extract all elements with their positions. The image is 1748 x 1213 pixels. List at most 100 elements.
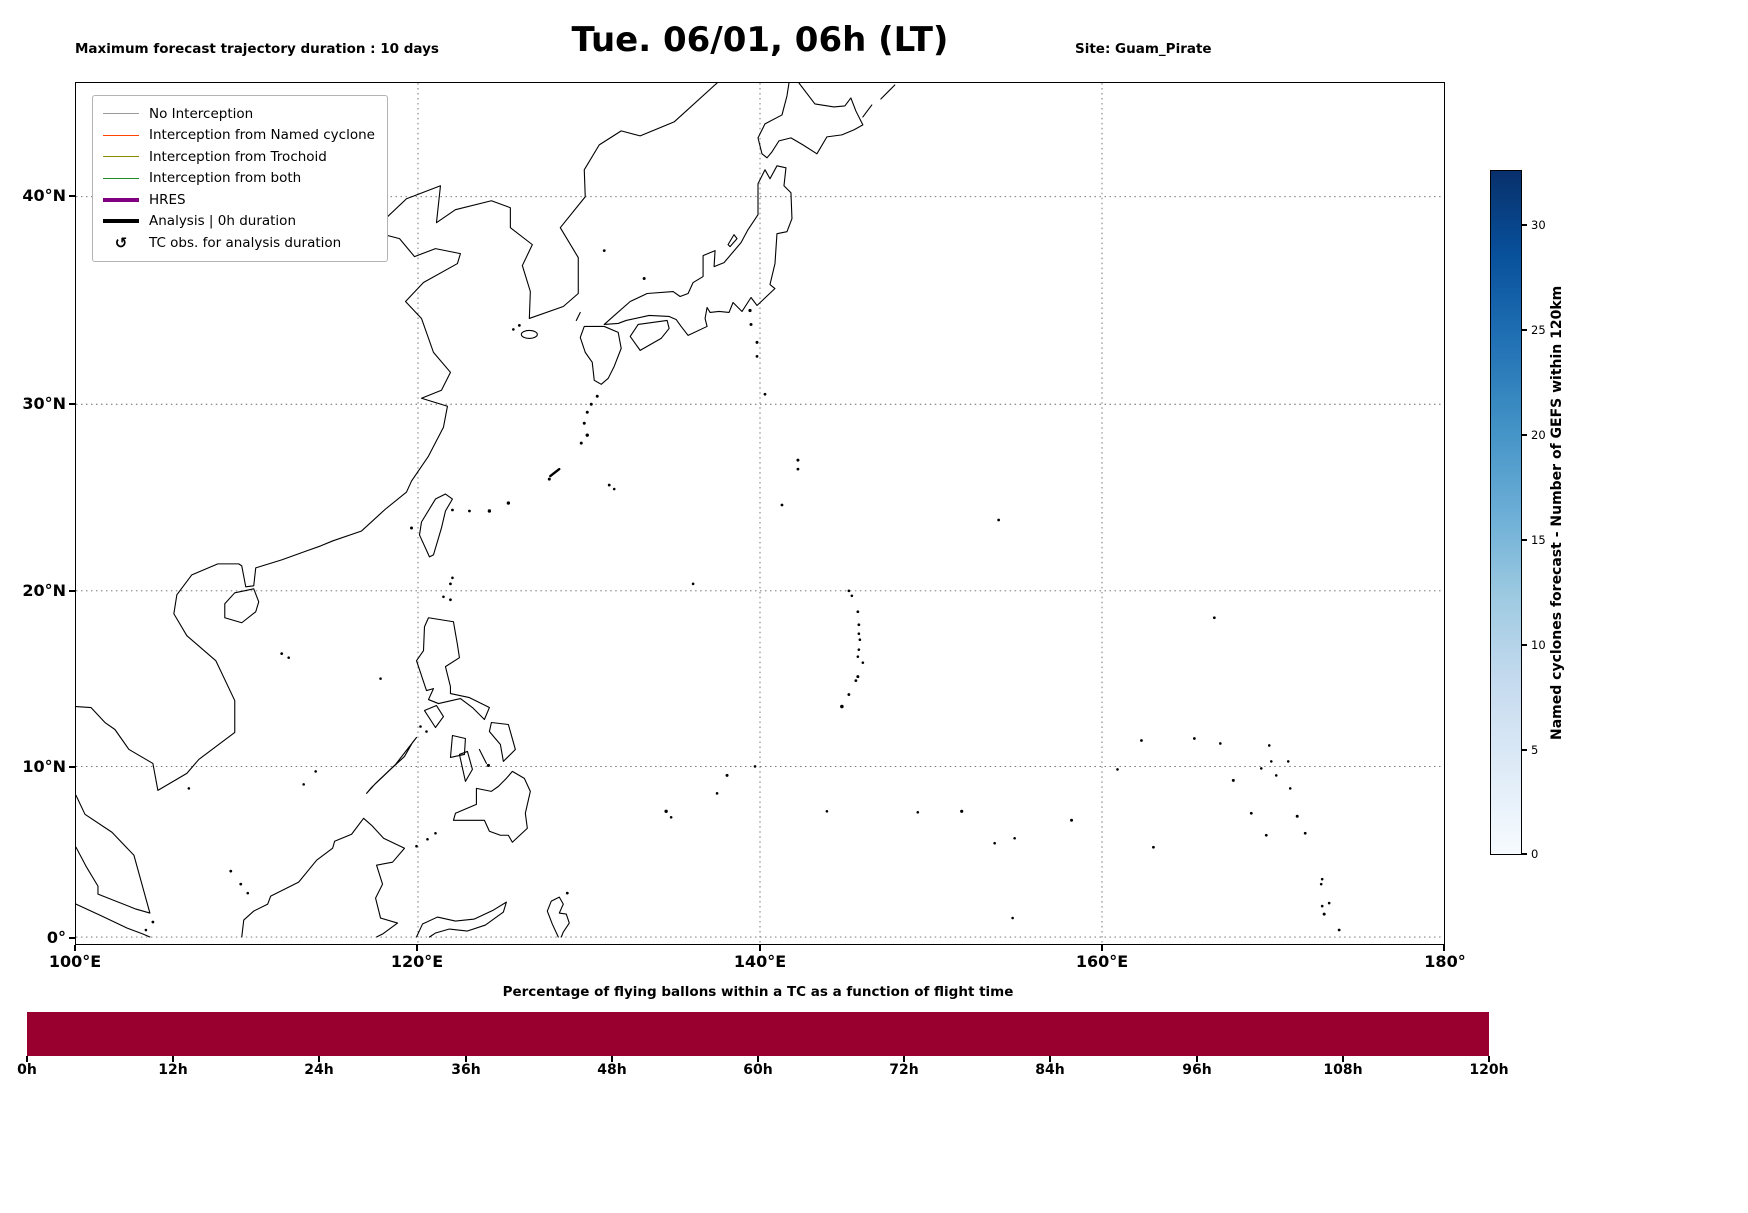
hres-line-icon — [103, 197, 139, 202]
legend-item-no-interception: No Interception — [103, 103, 375, 125]
bottom-tickmark — [903, 1056, 905, 1062]
ytick-20n: 20°N — [22, 581, 66, 600]
y-tickmark — [69, 403, 75, 405]
btick-36h: 36h — [451, 1062, 481, 1078]
legend-label: Interception from Trochoid — [149, 148, 327, 165]
xtick-160e: 160°E — [1075, 952, 1129, 971]
legend-label: HRES — [149, 191, 186, 208]
ytick-0: 0° — [46, 928, 66, 947]
btick-96h: 96h — [1182, 1062, 1212, 1078]
y-tickmark — [69, 195, 75, 197]
xtick-180: 180° — [1424, 952, 1466, 971]
coastline-asia-mainland — [76, 83, 718, 791]
coastline-negros — [458, 750, 473, 782]
colorbar-tick-15: 15 — [1531, 533, 1546, 547]
colorbar-tickmark — [1522, 644, 1527, 646]
colorbar — [1490, 170, 1522, 855]
bottom-tickmark — [172, 1056, 174, 1062]
colorbar-tickmark — [1522, 853, 1527, 855]
bottom-tickmark — [757, 1056, 759, 1062]
y-tickmark — [69, 766, 75, 768]
x-tickmark — [1101, 945, 1103, 951]
ytick-10n: 10°N — [22, 757, 66, 776]
colorbar-tick-30: 30 — [1531, 218, 1546, 232]
gridlines — [76, 83, 1444, 944]
legend-label: TC obs. for analysis duration — [149, 234, 342, 251]
coastline-cebu — [478, 748, 487, 764]
coastline-luzon — [415, 617, 490, 721]
map-plot: No Interception Interception from Named … — [75, 82, 1445, 945]
bottom-tickmark — [465, 1056, 467, 1062]
legend-label: Interception from Named cyclone — [149, 127, 375, 144]
colorbar-label: Named cyclones forecast - Number of GEFS… — [1549, 285, 1565, 740]
map-canvas — [76, 83, 1444, 944]
coastline-hokkaido — [757, 83, 864, 159]
page-title: Tue. 06/01, 06h (LT) — [571, 20, 949, 60]
legend-label: Interception from both — [149, 170, 302, 187]
coastline-okinawa — [549, 467, 561, 478]
colorbar-tickmark — [1522, 329, 1527, 331]
legend-item-tc-obs: ↺ TC obs. for analysis duration — [103, 232, 375, 254]
bottom-tickmark — [1488, 1056, 1490, 1062]
bottom-tickmark — [611, 1056, 613, 1062]
bottom-tickmark — [318, 1056, 320, 1062]
analysis-line-icon — [103, 219, 139, 224]
bottom-tickmark — [1049, 1056, 1051, 1062]
btick-48h: 48h — [597, 1062, 627, 1078]
btick-0h: 0h — [17, 1062, 37, 1078]
colorbar-tick-25: 25 — [1531, 323, 1546, 337]
coastline-kyushu — [579, 325, 622, 385]
coastline-jeju — [520, 329, 538, 339]
ytick-40n: 40°N — [22, 186, 66, 205]
coastline-mindoro — [423, 705, 445, 729]
max-duration-text: Maximum forecast trajectory duration : 1… — [75, 41, 439, 57]
colorbar-tickmark — [1522, 434, 1527, 436]
legend-item-trochoid: Interception from Trochoid — [103, 146, 375, 168]
colorbar-tick-10: 10 — [1531, 638, 1546, 652]
bottom-tickmark — [1196, 1056, 1198, 1062]
coastline-mindanao — [452, 770, 531, 843]
coastline-palawan — [366, 736, 418, 794]
cyclone-obs-icon: ↺ — [114, 233, 128, 252]
coastline-sulawesi — [415, 901, 507, 938]
coastline-panay — [449, 734, 466, 758]
btick-84h: 84h — [1035, 1062, 1065, 1078]
legend-item-named-cyclone: Interception from Named cyclone — [103, 125, 375, 147]
legend-item-both: Interception from both — [103, 168, 375, 190]
x-tickmark — [759, 945, 761, 951]
btick-60h: 60h — [743, 1062, 773, 1078]
y-tickmark — [69, 937, 75, 939]
coastline-hainan — [224, 588, 260, 624]
legend: No Interception Interception from Named … — [92, 95, 388, 262]
legend-label: No Interception — [149, 105, 254, 122]
bottom-chart-title: Percentage of flying ballons within a TC… — [502, 984, 1014, 1000]
btick-72h: 72h — [889, 1062, 919, 1078]
colorbar-tickmark — [1522, 749, 1527, 751]
coastline-malay-peninsula — [76, 794, 151, 914]
coastline-halmahera — [546, 896, 570, 938]
coastlines — [76, 83, 896, 938]
coastline-kuril-islands — [862, 84, 896, 118]
named-cyclone-line-icon — [103, 134, 139, 136]
legend-item-hres: HRES — [103, 189, 375, 211]
x-tickmark — [1443, 945, 1445, 951]
trochoid-line-icon — [103, 156, 139, 158]
coastline-sado — [727, 234, 738, 248]
btick-120h: 120h — [1469, 1062, 1509, 1078]
flight-time-bar — [27, 1012, 1489, 1056]
x-tickmark — [416, 945, 418, 951]
legend-label: Analysis | 0h duration — [149, 213, 296, 230]
coastline-borneo — [241, 817, 406, 938]
coastline-taiwan — [418, 493, 453, 558]
xtick-120e: 120°E — [390, 952, 444, 971]
colorbar-tickmark — [1522, 224, 1527, 226]
bottom-tickmark — [1342, 1056, 1344, 1062]
y-tickmark — [69, 590, 75, 592]
site-text: Site: Guam_Pirate — [1075, 41, 1212, 57]
bottom-tickmark — [26, 1056, 28, 1062]
legend-item-analysis: Analysis | 0h duration — [103, 211, 375, 233]
x-tickmark — [74, 945, 76, 951]
coastline-tsushima — [575, 311, 581, 321]
xtick-140e: 140°E — [733, 952, 787, 971]
btick-12h: 12h — [158, 1062, 188, 1078]
